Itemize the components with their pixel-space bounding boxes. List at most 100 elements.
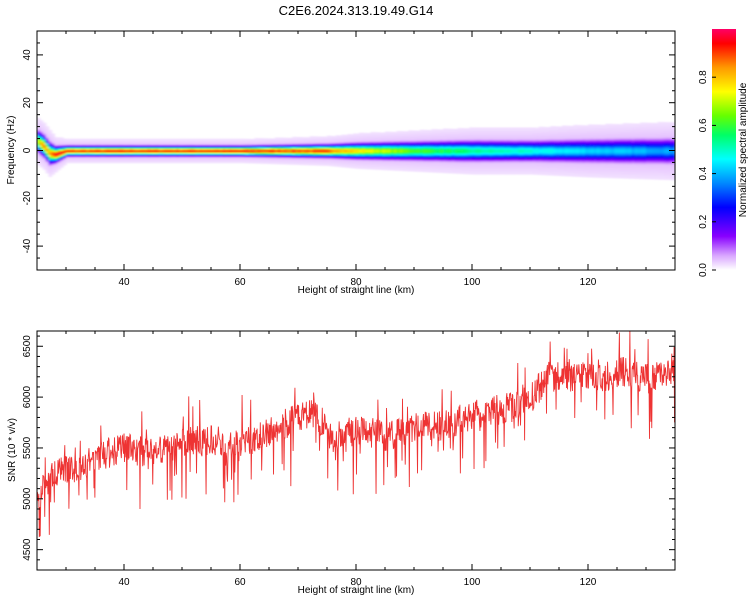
spectrogram-cell [367, 156, 372, 159]
spectrogram-cell [54, 158, 58, 161]
spectrogram-cell [39, 138, 44, 140]
spectrogram-cell [124, 145, 128, 148]
spectrogram-cell [489, 172, 493, 175]
spectrogram-cell [457, 172, 461, 174]
spectrogram-cell [506, 157, 511, 160]
spectrogram-cell [532, 167, 537, 169]
spectrogram-cell [495, 166, 499, 169]
spectrogram-cell [126, 151, 131, 154]
spectrogram-cell [167, 153, 171, 155]
spectrogram-cell [109, 151, 113, 154]
spectrogram-cell [135, 144, 140, 147]
spectrogram-cell [376, 148, 380, 151]
spectrogram-cell [538, 135, 543, 137]
spectrogram-cell [431, 166, 435, 168]
spectrogram-cell [147, 157, 151, 160]
spectrogram-cell [364, 146, 369, 148]
spectrogram-cell [553, 128, 557, 131]
spectrogram-cell [37, 139, 41, 142]
spectrogram-cell [411, 147, 415, 149]
spectrogram-cell [225, 145, 229, 148]
spectrogram-cell [68, 139, 73, 142]
spectrogram-cell [37, 156, 41, 158]
spectrogram-cell [370, 146, 374, 149]
spectrogram-cell [443, 170, 447, 173]
spectrogram-cell [263, 141, 267, 144]
spectrogram-cell [182, 144, 186, 147]
spectrogram-cell [184, 150, 189, 153]
spectrogram-cell [422, 154, 427, 157]
spectrogram-cell [54, 143, 58, 146]
spectrogram-cell [515, 164, 519, 167]
spectrogram-cell [385, 164, 389, 167]
spectrogram-cell [530, 171, 534, 174]
spectrogram-cell [286, 160, 290, 163]
spectrogram-cell [437, 149, 441, 152]
spectrogram-cell [387, 144, 392, 147]
spectrogram-cell [324, 155, 328, 158]
spectrogram-cell [506, 136, 511, 139]
spectrogram-cell [329, 135, 334, 138]
spectrogram-cell [321, 152, 325, 154]
spectrogram-cell [556, 139, 560, 142]
spectrogram-cell [460, 160, 464, 163]
spectrogram-cell [42, 134, 47, 137]
spectrogram-cell [512, 135, 517, 138]
spectrogram-cell [527, 133, 531, 136]
spectrogram-cell [466, 159, 470, 162]
spectrogram-cell [472, 171, 476, 174]
spectrogram-cell [544, 126, 548, 129]
spectrogram-cell [530, 132, 534, 135]
spectrogram-cell [556, 166, 560, 169]
spectrogram-cell [414, 158, 418, 160]
spectrogram-cell [132, 151, 137, 154]
spectrogram-cell [501, 144, 505, 146]
spectrogram-cell [428, 139, 432, 142]
spectrogram-cell [42, 148, 47, 151]
spectrogram-cell [503, 127, 508, 130]
spectrogram-cell [512, 132, 517, 135]
spectrogram-cell [112, 151, 116, 154]
spectrogram-cell [312, 156, 316, 159]
spectrogram-cell [358, 162, 363, 165]
spectrogram-cell [202, 158, 206, 161]
spectrogram-cell [42, 160, 47, 163]
spectrogram-cell [341, 141, 345, 144]
spectrogram-cell [37, 140, 41, 143]
spectrogram-cell [48, 151, 53, 154]
spectrogram-cell [428, 137, 432, 140]
spectrogram-cell [222, 157, 227, 160]
spectrogram-cell [501, 162, 505, 164]
spectrogram-cell [51, 152, 55, 155]
spectrogram-cell [483, 144, 488, 146]
spectrogram-cell [97, 145, 102, 148]
spectrogram-cell [425, 160, 430, 163]
spectrogram-cell [527, 146, 531, 149]
spectrogram-cell [492, 144, 496, 146]
spectrogram-cell [344, 158, 348, 161]
spectrogram-cell [237, 141, 241, 143]
spectrogram-cell [460, 141, 464, 143]
spectrogram-cell [443, 133, 447, 135]
spectrogram-cell [95, 150, 99, 153]
spectrogram-cell [532, 149, 537, 151]
spectrogram-cell [135, 147, 140, 149]
spectrogram-cell [535, 154, 540, 156]
spectrogram-cell [454, 128, 459, 131]
spectrogram-cell [315, 153, 319, 155]
spectrogram-cell [474, 153, 479, 156]
spectrogram-cell [300, 150, 305, 153]
spectrogram-cell [506, 138, 511, 140]
spectrogram-cell [518, 128, 522, 131]
spectrogram-cell [358, 140, 363, 143]
spectrogram-cell [538, 166, 543, 168]
spectrogram-cell [173, 161, 177, 164]
spectrogram-cell [45, 134, 50, 137]
spectrogram-cell [48, 139, 53, 142]
spectrogram-cell [419, 160, 424, 163]
spectrogram-cell [544, 164, 548, 166]
spectrogram-cell [382, 146, 386, 149]
spectrogram-cell [440, 159, 444, 162]
spectrogram-cell [124, 141, 128, 143]
spectrogram-cell [480, 140, 485, 143]
